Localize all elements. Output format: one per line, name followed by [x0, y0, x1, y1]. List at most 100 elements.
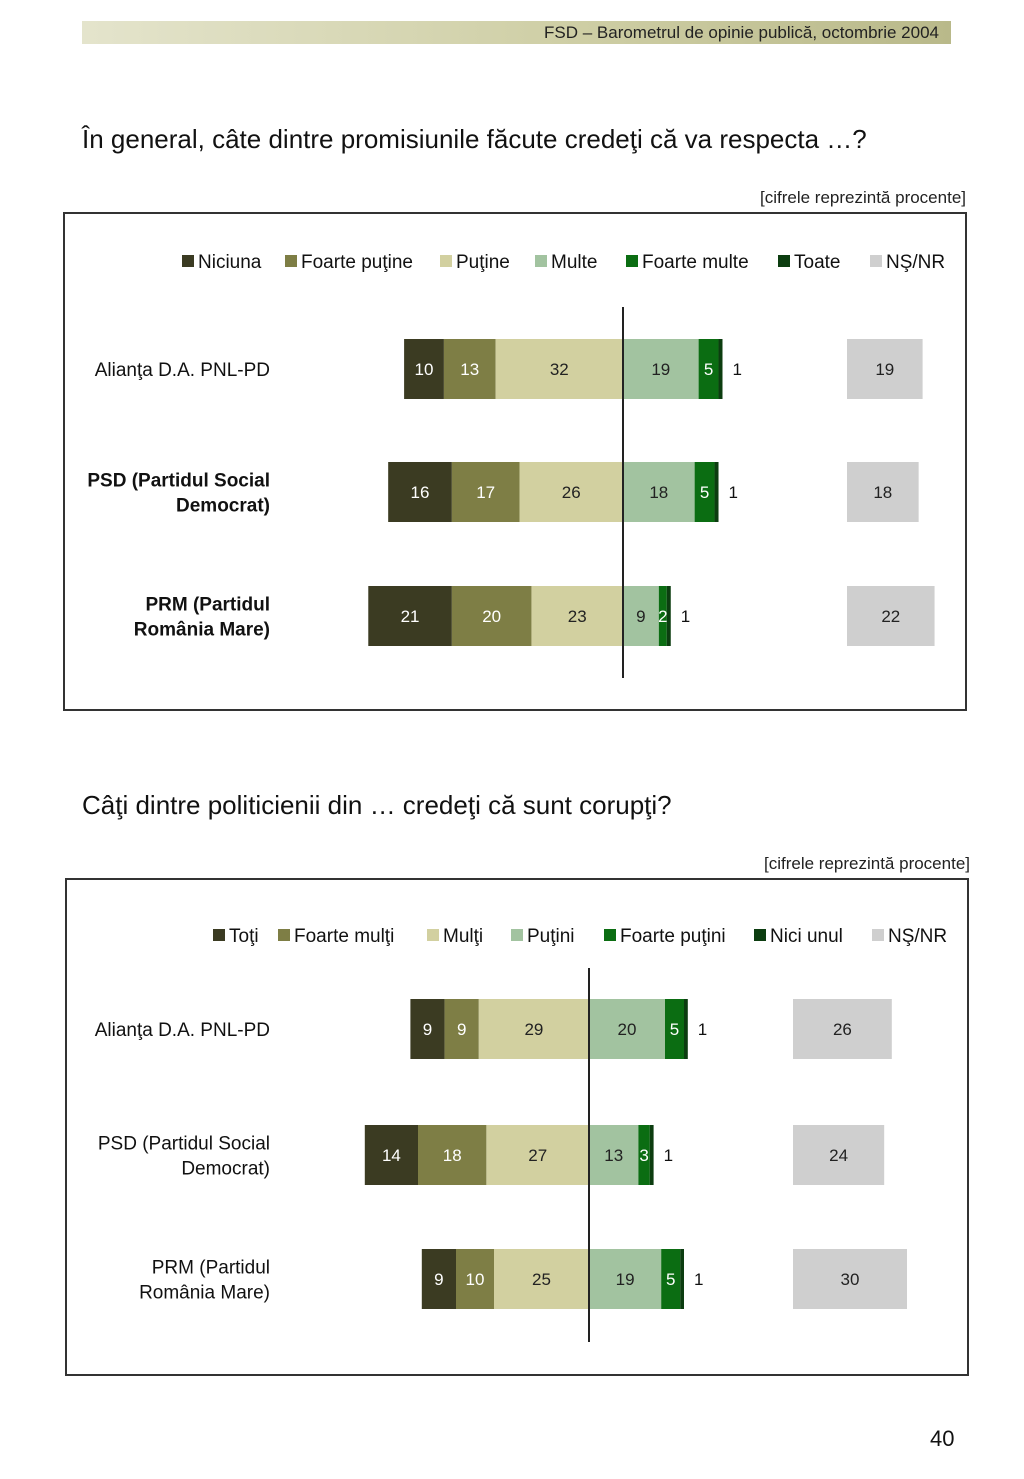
chart1-category-label-0-0: Alianţa D.A. PNL-PD	[95, 360, 270, 381]
chart2-value-label-2-3: 19	[616, 1270, 635, 1289]
chart2-value-label-2-2: 25	[532, 1270, 551, 1289]
chart2-value-label-0-2: 29	[524, 1020, 543, 1039]
chart1-bar-1-3	[623, 462, 695, 522]
chart1-value-label-2-1: 20	[482, 607, 501, 626]
chart2-legend-label-6: NŞ/NR	[888, 926, 947, 947]
chart2-bar-2-0	[421, 1249, 456, 1309]
chart2-bar-0-nsnr	[793, 999, 892, 1059]
chart1-bar-1-5	[714, 462, 719, 522]
chart2-legend-label-1: Foarte mulţi	[294, 926, 394, 947]
chart2-note: [cifrele reprezintă procente]	[764, 854, 970, 873]
chart1-bar-1-4	[694, 462, 715, 522]
chart2-category-label-2-1: România Mare)	[139, 1283, 270, 1304]
chart2-value-label-1-2: 27	[528, 1146, 547, 1165]
chart1-category-label-2-0: PRM (Partidul	[145, 595, 270, 616]
chart1-value-label-2-2: 23	[568, 607, 587, 626]
chart1-category-label-1-0: PSD (Partidul Social	[87, 471, 270, 492]
chart1-value-label-2-3: 9	[636, 607, 645, 626]
chart2-legend-swatch-3	[511, 929, 523, 941]
chart1-legend-label-1: Foarte puţine	[301, 252, 413, 273]
chart1-bar-1-nsnr	[847, 462, 919, 522]
chart1-bar-1-1	[451, 462, 520, 522]
chart2-value-label-2-nsnr: 30	[841, 1270, 860, 1289]
chart2-legend-label-4: Foarte puţini	[620, 926, 726, 947]
chart1-legend-swatch-3	[535, 255, 547, 267]
chart2-value-label-2-0: 9	[434, 1270, 443, 1289]
chart2-value-label-1-0: 14	[382, 1146, 401, 1165]
chart1-legend-label-0: Niciuna	[198, 252, 262, 273]
chart2-bar-0-2	[478, 999, 589, 1059]
chart1-value-label-0-3: 19	[651, 360, 670, 379]
chart2-value-label-1-5: 1	[664, 1146, 673, 1165]
chart1-value-label-0-0: 10	[415, 360, 434, 379]
chart2-value-label-0-nsnr: 26	[833, 1020, 852, 1039]
chart1-title: În general, câte dintre promisiunile făc…	[82, 124, 867, 154]
chart2-bar-0-0	[410, 999, 445, 1059]
chart2-bar-1-4	[638, 1125, 650, 1185]
chart2-value-label-1-3: 13	[604, 1146, 623, 1165]
chart1-bar-2-1	[451, 586, 532, 646]
chart2-legend-label-3: Puţini	[527, 926, 575, 947]
chart2-bar-1-2	[486, 1125, 589, 1185]
header-title: FSD – Barometrul de opinie publică, octo…	[544, 23, 939, 42]
chart2-bar-0-4	[665, 999, 684, 1059]
chart2-value-label-1-nsnr: 24	[829, 1146, 848, 1165]
chart1-legend-label-3: Multe	[551, 252, 597, 273]
chart2-bar-0-3	[589, 999, 665, 1059]
chart2-legend-label-5: Nici unul	[770, 926, 843, 947]
chart2-value-label-2-1: 10	[466, 1270, 485, 1289]
chart2-value-label-0-3: 20	[618, 1020, 637, 1039]
chart1-note: [cifrele reprezintă procente]	[760, 188, 966, 207]
chart2-bar-1-5	[649, 1125, 654, 1185]
chart2-value-label-0-1: 9	[457, 1020, 466, 1039]
chart2-bar-2-2	[494, 1249, 589, 1309]
chart1-value-label-0-1: 13	[460, 360, 479, 379]
chart2-bar-2-3	[589, 1249, 662, 1309]
chart2-legend-label-2: Mulţi	[443, 926, 483, 947]
chart1-value-label-0-5: 1	[733, 360, 742, 379]
chart1-bar-0-2	[495, 339, 623, 399]
chart1-bar-1-2	[519, 462, 623, 522]
chart1-legend-swatch-5	[778, 255, 790, 267]
chart1-value-label-2-5: 1	[681, 607, 690, 626]
chart2-value-label-1-4: 3	[639, 1146, 648, 1165]
chart1-frame: Niciuna Foarte puţine Puţine Multe Foarte mu…	[63, 212, 967, 711]
chart2-legend-swatch-0	[213, 929, 225, 941]
chart1-value-label-1-2: 26	[562, 483, 581, 502]
chart1-value-label-1-4: 5	[700, 483, 709, 502]
chart1-value-label-1-3: 18	[649, 483, 668, 502]
chart2-value-label-0-0: 9	[423, 1020, 432, 1039]
chart2-value-label-2-4: 5	[666, 1270, 675, 1289]
chart2-category-label-1-1: Democrat)	[181, 1159, 270, 1180]
page-number: 40	[930, 1426, 955, 1451]
chart2-category-label-2-0: PRM (Partidul	[152, 1258, 270, 1279]
chart1-value-label-2-nsnr: 22	[881, 607, 900, 626]
chart2-bar-0-5	[684, 999, 688, 1059]
chart1-bar-1-0	[388, 462, 452, 522]
chart1-value-label-1-1: 17	[476, 483, 495, 502]
chart1-bar-0-5	[718, 339, 723, 399]
chart2-legend-swatch-1	[278, 929, 290, 941]
chart1-svg: Niciuna Foarte puţine Puţine Multe Foarte mu…	[87, 252, 945, 678]
chart1-legend-label-2: Puţine	[456, 252, 510, 273]
chart2-bar-1-3	[589, 1125, 639, 1185]
chart2-bar-2-nsnr	[793, 1249, 907, 1309]
chart2-value-label-2-5: 1	[694, 1270, 703, 1289]
chart1-value-label-0-nsnr: 19	[875, 360, 894, 379]
chart1-bar-2-4	[658, 586, 667, 646]
chart1-legend-swatch-2	[440, 255, 452, 267]
chart1-bar-2-nsnr	[847, 586, 935, 646]
chart1-value-label-1-nsnr: 18	[873, 483, 892, 502]
chart2-bar-2-5	[680, 1249, 684, 1309]
chart2-bar-0-1	[444, 999, 479, 1059]
chart2-bar-2-1	[456, 1249, 494, 1309]
chart1-bar-0-3	[623, 339, 699, 399]
chart2-category-label-1-0: PSD (Partidul Social	[98, 1134, 270, 1155]
chart2-bar-1-0	[364, 1125, 418, 1185]
chart2-legend-swatch-4	[604, 929, 616, 941]
chart1-legend-label-5: Toate	[794, 252, 840, 273]
chart1-value-label-1-5: 1	[729, 483, 738, 502]
chart2-bar-2-4	[661, 1249, 681, 1309]
chart2-legend-swatch-6	[872, 929, 884, 941]
chart1-value-label-1-0: 16	[411, 483, 430, 502]
